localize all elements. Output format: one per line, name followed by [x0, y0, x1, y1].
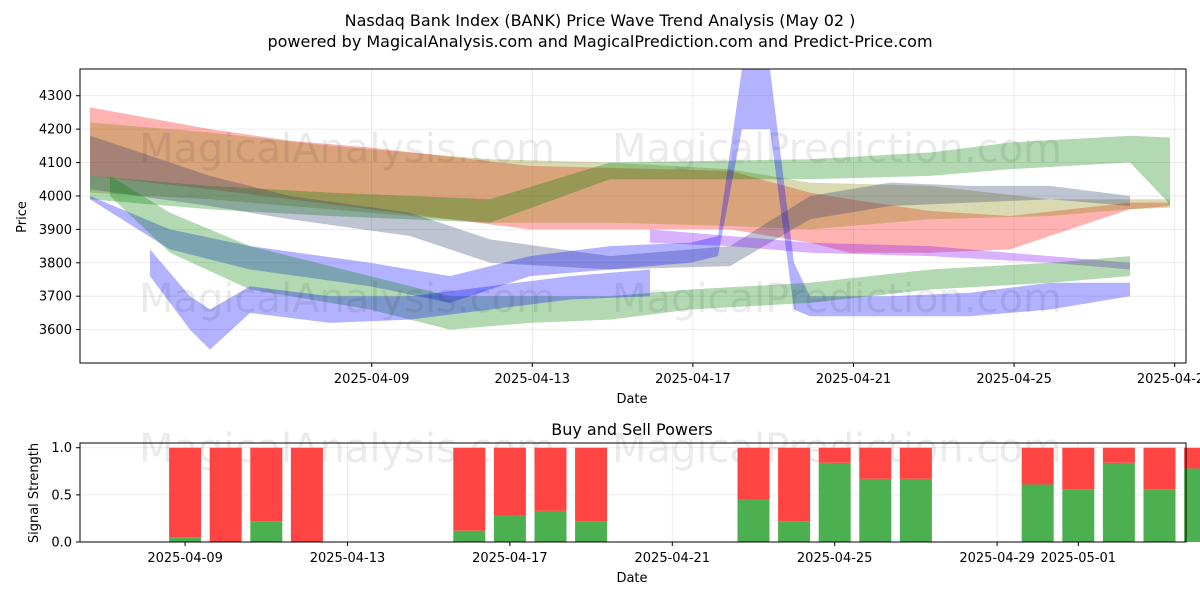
price-band-violet-band [650, 229, 1130, 270]
buy-power-bar [737, 499, 770, 542]
power-x-tick-label: 2025-04-21 [635, 551, 711, 566]
buy-power-bar [493, 515, 526, 542]
price-x-axis-label: Date [616, 392, 647, 407]
sell-power-bar [290, 447, 323, 542]
price-watermark-right-top: MagicalPrediction.com [612, 126, 1062, 172]
power-y-tick-label: 0.5 [51, 488, 72, 503]
price-x-tick-label: 2025-04-25 [976, 372, 1052, 387]
power-chart-title: Buy and Sell Powers [551, 420, 713, 439]
sell-power-bar [1062, 447, 1095, 490]
buy-power-bar [1102, 462, 1135, 542]
price-y-tick-label: 3900 [39, 223, 72, 238]
sell-power-bar [859, 447, 892, 479]
price-band-green-band [90, 135, 1170, 223]
power-plot-border [79, 442, 1187, 543]
sell-power-bar [899, 447, 932, 479]
price-x-tick-label: 2025-04-29 [1137, 372, 1200, 387]
buy-power-bar [1021, 484, 1054, 542]
sell-power-bar [493, 447, 526, 516]
price-plot-border [79, 68, 1187, 364]
sell-power-bar [1184, 447, 1200, 469]
price-x-tick-label: 2025-04-09 [334, 372, 410, 387]
sell-power-bar [1102, 447, 1135, 463]
price-y-axis-label: Price [15, 201, 30, 233]
price-y-tick-label: 3800 [39, 256, 72, 271]
power-x-tick-label: 2025-04-09 [147, 551, 223, 566]
buy-power-bar [818, 462, 851, 542]
sell-power-bar [737, 447, 770, 500]
sell-power-bar [778, 447, 811, 522]
main-chart-title: Nasdaq Bank Index (BANK) Price Wave Tren… [345, 11, 856, 30]
power-x-tick-label: 2025-04-29 [959, 551, 1035, 566]
sell-power-bar [575, 447, 608, 522]
price-watermark-right-bottom: MagicalPrediction.com [612, 276, 1062, 322]
price-band-olive-band [90, 122, 1170, 230]
sell-power-bar [818, 447, 851, 463]
sell-power-bar [169, 447, 202, 538]
price-plot-frame [80, 69, 1186, 363]
buy-power-bar [169, 537, 202, 542]
power-y-tick-label: 0.0 [51, 536, 72, 551]
power-y-axis-label: Signal Strength [27, 443, 42, 543]
sell-power-bar [209, 447, 242, 542]
buy-power-bar [778, 521, 811, 542]
sell-power-bar [453, 447, 486, 531]
price-y-tick-label: 4000 [39, 189, 72, 204]
buy-power-bar [1143, 489, 1176, 542]
price-x-tick-label: 2025-04-17 [655, 372, 731, 387]
price-chart: MagicalAnalysis.com MagicalPrediction.co… [15, 68, 1200, 407]
power-x-tick-label: 2025-04-17 [472, 551, 548, 566]
price-y-tick-label: 4200 [39, 123, 72, 138]
buy-power-bar [859, 478, 892, 542]
buy-power-bar [1184, 468, 1200, 542]
buy-power-bar [1062, 489, 1095, 542]
price-x-tick-label: 2025-04-21 [816, 372, 892, 387]
buy-power-bar [575, 521, 608, 542]
power-y-tick-label: 1.0 [51, 441, 72, 456]
sell-power-bar [534, 447, 567, 511]
sell-power-bar [250, 447, 283, 522]
price-y-tick-label: 3700 [39, 290, 72, 305]
buy-power-bar [250, 521, 283, 542]
price-y-tick-label: 3600 [39, 323, 72, 338]
power-x-tick-label: 2025-04-25 [797, 551, 873, 566]
price-band-light-green-band [110, 175, 1130, 330]
buy-power-bar [899, 478, 932, 542]
price-y-tick-label: 4300 [39, 89, 72, 104]
price-band-red-band [90, 107, 1170, 253]
main-chart-subtitle: powered by MagicalAnalysis.com and Magic… [267, 32, 932, 51]
price-watermark-left-top: MagicalAnalysis.com [139, 126, 555, 172]
price-band-blue-band [90, 69, 1130, 317]
sell-power-bar [1021, 447, 1054, 485]
power-x-tick-label: 2025-05-01 [1041, 551, 1117, 566]
price-y-tick-label: 4100 [39, 156, 72, 171]
power-watermark-left: MagicalAnalysis.com [139, 426, 555, 472]
sell-power-bar [1143, 447, 1176, 490]
price-band-light-blue-band [150, 249, 650, 350]
price-x-tick-label: 2025-04-13 [495, 372, 571, 387]
power-x-tick-label: 2025-04-13 [310, 551, 386, 566]
buy-power-bar [453, 530, 486, 542]
power-x-axis-label: Date [616, 571, 647, 586]
price-watermark-left-bottom: MagicalAnalysis.com [139, 276, 555, 322]
buy-power-bar [534, 510, 567, 542]
price-band-slate-band [90, 135, 1130, 270]
power-chart: Buy and Sell Powers MagicalAnalysis.com … [27, 420, 1200, 586]
